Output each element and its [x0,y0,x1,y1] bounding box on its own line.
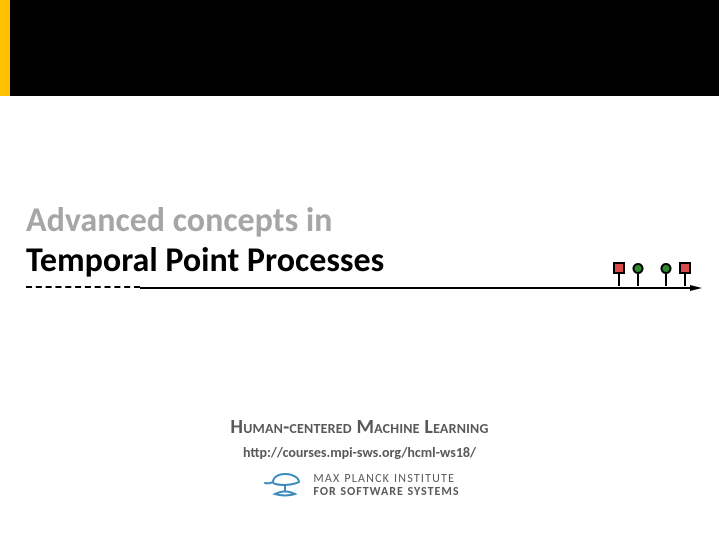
slide-title: Temporal Point Processes [26,240,384,281]
timeline-marker-1 [632,262,644,286]
circle-icon [661,263,672,274]
marker-stem [665,274,667,286]
timeline-marker-0 [613,262,625,286]
institute-text: MAX PLANCK INSTITUTE FOR SOFTWARE SYSTEM… [313,473,459,498]
course-url: http://courses.mpi-sws.org/hcml-ws18/ [0,444,719,461]
institute-block: MAX PLANCK INSTITUTE FOR SOFTWARE SYSTEM… [0,472,719,500]
timeline-marker-3 [679,262,691,286]
course-name: Human-centered Machine Learning [0,415,719,439]
header-accent [0,0,10,96]
marker-stem [618,274,620,286]
header-bar [0,0,719,96]
timeline-marker-2 [660,262,672,286]
slide-subtitle: Advanced concepts in [26,200,332,241]
square-icon [613,262,625,274]
lamp-icon [259,472,303,500]
marker-stem [637,274,639,286]
institute-line2: FOR SOFTWARE SYSTEMS [313,486,459,499]
square-icon [679,262,691,274]
marker-stem [684,274,686,286]
circle-icon [633,263,644,274]
timeline-dashed-segment [26,286,140,288]
